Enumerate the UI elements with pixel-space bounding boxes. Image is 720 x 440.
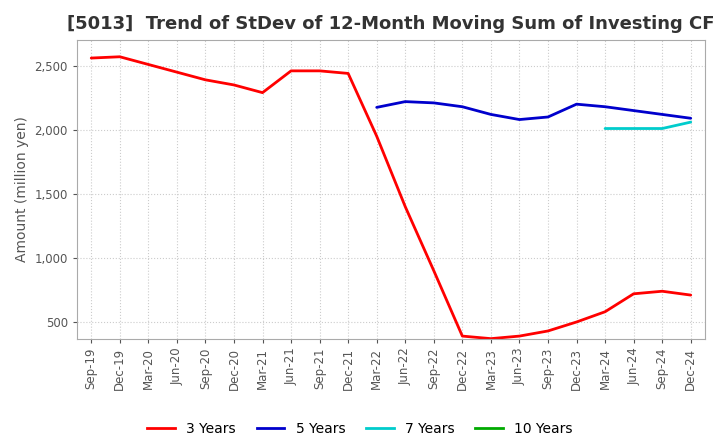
3 Years bbox=[258, 90, 267, 95]
7 Years bbox=[658, 126, 667, 131]
7 Years bbox=[686, 120, 695, 125]
3 Years bbox=[430, 268, 438, 273]
3 Years bbox=[315, 68, 324, 73]
3 Years bbox=[230, 82, 238, 88]
3 Years bbox=[515, 334, 523, 339]
5 Years bbox=[658, 112, 667, 117]
3 Years bbox=[572, 319, 581, 325]
3 Years bbox=[344, 71, 353, 76]
Line: 3 Years: 3 Years bbox=[91, 57, 690, 339]
5 Years bbox=[487, 112, 495, 117]
3 Years bbox=[600, 309, 609, 315]
3 Years bbox=[87, 55, 96, 61]
Title: [5013]  Trend of StDev of 12-Month Moving Sum of Investing CF: [5013] Trend of StDev of 12-Month Moving… bbox=[67, 15, 715, 33]
5 Years bbox=[430, 100, 438, 106]
3 Years bbox=[544, 328, 552, 334]
3 Years bbox=[173, 70, 181, 75]
3 Years bbox=[487, 336, 495, 341]
7 Years bbox=[600, 126, 609, 131]
Y-axis label: Amount (million yen): Amount (million yen) bbox=[15, 117, 29, 262]
3 Years bbox=[201, 77, 210, 82]
5 Years bbox=[515, 117, 523, 122]
5 Years bbox=[686, 116, 695, 121]
5 Years bbox=[544, 114, 552, 120]
5 Years bbox=[372, 105, 381, 110]
Line: 5 Years: 5 Years bbox=[377, 102, 690, 120]
5 Years bbox=[629, 108, 638, 113]
3 Years bbox=[401, 204, 410, 209]
3 Years bbox=[115, 54, 124, 59]
3 Years bbox=[658, 289, 667, 294]
Legend: 3 Years, 5 Years, 7 Years, 10 Years: 3 Years, 5 Years, 7 Years, 10 Years bbox=[142, 417, 578, 440]
5 Years bbox=[572, 102, 581, 107]
3 Years bbox=[629, 291, 638, 297]
7 Years bbox=[629, 126, 638, 131]
3 Years bbox=[372, 134, 381, 139]
3 Years bbox=[287, 68, 295, 73]
Line: 7 Years: 7 Years bbox=[605, 122, 690, 128]
5 Years bbox=[600, 104, 609, 110]
5 Years bbox=[458, 104, 467, 110]
3 Years bbox=[458, 334, 467, 339]
5 Years bbox=[401, 99, 410, 104]
3 Years bbox=[144, 62, 153, 67]
3 Years bbox=[686, 293, 695, 298]
